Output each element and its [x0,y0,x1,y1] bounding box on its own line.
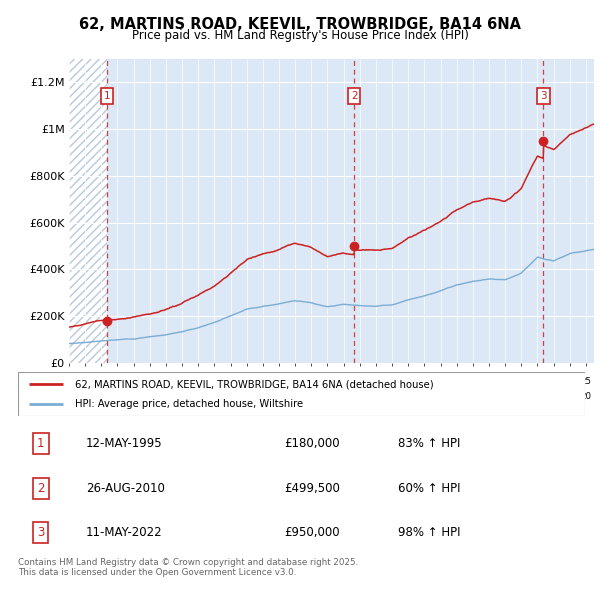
Text: 20: 20 [354,392,365,401]
Text: 20: 20 [225,392,236,401]
Text: 11: 11 [354,376,365,385]
Text: 15: 15 [419,376,430,385]
Text: £499,500: £499,500 [284,481,340,495]
Text: 18: 18 [467,376,478,385]
Text: 20: 20 [370,392,382,401]
Text: 21: 21 [516,376,527,385]
Text: 08: 08 [306,376,317,385]
Text: 20: 20 [386,392,398,401]
Text: 09: 09 [322,376,333,385]
Text: 20: 20 [209,392,220,401]
Text: 19: 19 [112,392,123,401]
Text: 22: 22 [532,376,543,385]
Text: 20: 20 [193,392,204,401]
Text: 98: 98 [145,376,155,385]
Text: 20: 20 [419,392,430,401]
Text: 19: 19 [80,392,91,401]
Text: 3: 3 [37,526,44,539]
Text: 20: 20 [274,392,284,401]
Text: 20: 20 [564,392,575,401]
Text: £180,000: £180,000 [284,437,340,450]
Text: 19: 19 [484,376,494,385]
Text: 20: 20 [484,392,494,401]
Text: 01: 01 [193,376,204,385]
Text: 06: 06 [274,376,284,385]
Text: 02: 02 [209,376,220,385]
Text: 1: 1 [37,437,44,450]
Text: 11-MAY-2022: 11-MAY-2022 [86,526,163,539]
Text: 62, MARTINS ROAD, KEEVIL, TROWBRIDGE, BA14 6NA (detached house): 62, MARTINS ROAD, KEEVIL, TROWBRIDGE, BA… [75,379,433,389]
Text: 19: 19 [128,392,139,401]
Text: 93: 93 [64,376,74,385]
Text: 94: 94 [80,376,91,385]
Text: 03: 03 [225,376,236,385]
Text: 99: 99 [161,376,171,385]
Text: 20: 20 [548,392,559,401]
Text: Price paid vs. HM Land Registry's House Price Index (HPI): Price paid vs. HM Land Registry's House … [131,30,469,42]
Text: 14: 14 [403,376,414,385]
Text: 16: 16 [435,376,446,385]
Text: 23: 23 [548,376,559,385]
FancyBboxPatch shape [18,372,585,416]
Text: 25: 25 [580,376,592,385]
Text: 00: 00 [176,376,188,385]
Text: 20: 20 [500,376,511,385]
Text: 20: 20 [435,392,446,401]
Text: Contains HM Land Registry data © Crown copyright and database right 2025.
This d: Contains HM Land Registry data © Crown c… [18,558,358,577]
Text: 20: 20 [467,392,478,401]
Text: 10: 10 [338,376,349,385]
Text: 20: 20 [338,392,349,401]
Text: 3: 3 [540,91,547,101]
Text: 12-MAY-1995: 12-MAY-1995 [86,437,163,450]
Text: 20: 20 [241,392,252,401]
Text: 20: 20 [532,392,543,401]
Text: 20: 20 [290,392,301,401]
Text: 20: 20 [306,392,317,401]
Text: 60% ↑ HPI: 60% ↑ HPI [398,481,460,495]
Text: 20: 20 [580,392,592,401]
Text: 98% ↑ HPI: 98% ↑ HPI [398,526,460,539]
Text: 20: 20 [516,392,527,401]
Text: 20: 20 [176,392,188,401]
Text: 19: 19 [96,392,107,401]
Text: 95: 95 [96,376,107,385]
Text: 07: 07 [290,376,301,385]
Text: 97: 97 [128,376,139,385]
Text: 2: 2 [351,91,358,101]
Text: 19: 19 [145,392,155,401]
Text: £950,000: £950,000 [284,526,340,539]
Text: 19: 19 [64,392,74,401]
Text: 05: 05 [257,376,268,385]
Text: 13: 13 [386,376,398,385]
Bar [69,59,107,363]
Text: 2: 2 [37,481,44,495]
Text: 20: 20 [403,392,414,401]
Text: HPI: Average price, detached house, Wiltshire: HPI: Average price, detached house, Wilt… [75,399,303,408]
Text: 20: 20 [451,392,462,401]
Text: 20: 20 [322,392,333,401]
Text: 1: 1 [104,91,110,101]
Text: 20: 20 [257,392,268,401]
Text: 26-AUG-2010: 26-AUG-2010 [86,481,165,495]
Text: 17: 17 [451,376,462,385]
Text: 62, MARTINS ROAD, KEEVIL, TROWBRIDGE, BA14 6NA: 62, MARTINS ROAD, KEEVIL, TROWBRIDGE, BA… [79,17,521,31]
Text: 20: 20 [500,392,511,401]
Text: 12: 12 [370,376,382,385]
Text: 19: 19 [160,392,172,401]
Text: 24: 24 [564,376,575,385]
Text: 83% ↑ HPI: 83% ↑ HPI [398,437,460,450]
Text: 04: 04 [241,376,252,385]
Text: 96: 96 [112,376,123,385]
